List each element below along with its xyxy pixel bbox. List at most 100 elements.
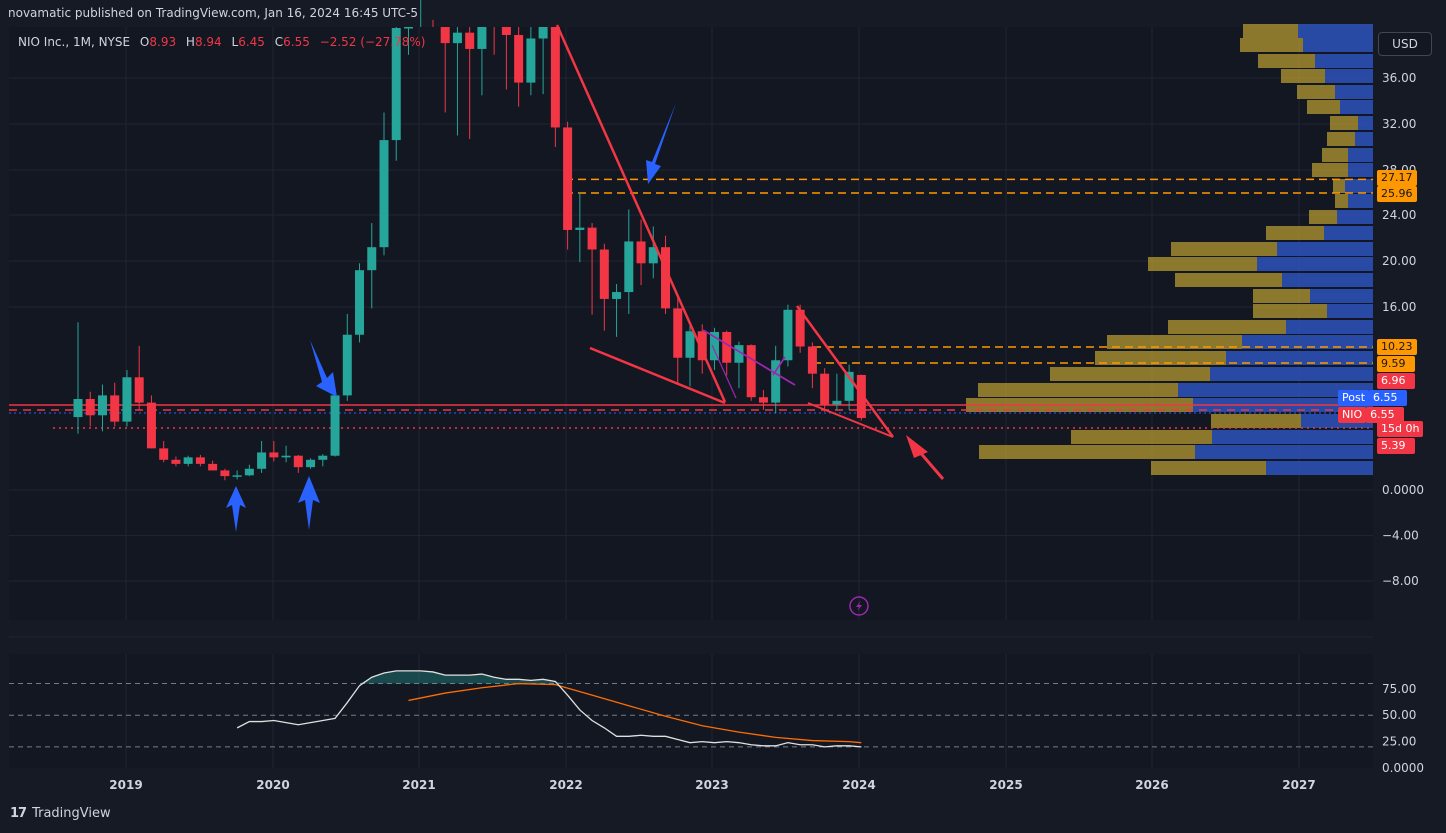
candle-body [318, 455, 328, 460]
volume-profile-up-bar [1307, 100, 1340, 114]
candle-body [342, 334, 352, 396]
second-wedge-lower [807, 402, 894, 438]
candle-body [771, 360, 781, 403]
rsi-ma-line [408, 682, 862, 744]
volume-profile-down-bar [1298, 24, 1373, 38]
time-axis-label: 2027 [1282, 778, 1315, 792]
candle-body [465, 32, 475, 49]
candle-body [612, 292, 622, 299]
candle-body [722, 331, 732, 363]
volume-profile-up-bar [1330, 116, 1358, 130]
symbol-title: NIO Inc., 1M, NYSE [18, 35, 131, 49]
volume-profile-down-bar [1266, 461, 1373, 475]
volume-profile-down-bar [1345, 179, 1373, 193]
low-key: L [231, 35, 239, 49]
high-key: H [185, 35, 195, 49]
candle-body [807, 346, 817, 374]
candle-body [501, 27, 511, 35]
candle-body [195, 457, 205, 464]
volume-profile-down-bar [1335, 85, 1373, 99]
volume-profile [966, 24, 1373, 475]
candle-body [391, 28, 401, 141]
time-axis-label: 2020 [256, 778, 289, 792]
red-arrow-icon [906, 435, 945, 480]
price-axis-label: 24.00 [1382, 208, 1416, 222]
oscillator-pane[interactable] [9, 654, 1373, 768]
time-axis-label: 2023 [695, 778, 728, 792]
blue-arrow-up-icon [298, 476, 320, 530]
volume-profile-up-bar [978, 383, 1178, 397]
time-axis-label: 2025 [989, 778, 1022, 792]
candle-body [440, 27, 450, 44]
purple-line-a [702, 329, 796, 386]
candle-body [575, 227, 585, 230]
footer-brand[interactable]: 17 TradingView [10, 806, 111, 821]
candle-body [171, 459, 181, 464]
grid-lines [9, 27, 1373, 768]
price-axis-label: 0.0000 [1382, 483, 1424, 497]
lightning-icon [849, 596, 869, 616]
rsi-overbought-fill [237, 670, 862, 684]
symbol-legend: NIO Inc., 1M, NYSE O8.93 H8.94 L6.45 C6.… [18, 35, 425, 49]
candle-body [856, 374, 866, 418]
volume-profile-up-bar [1297, 85, 1335, 99]
candle-body [452, 32, 462, 44]
oscillator-axis-label: 25.00 [1382, 735, 1416, 749]
price-tag-value: 6.96 [1377, 373, 1415, 389]
close-value: 6.55 [283, 35, 310, 49]
candle-body [526, 38, 536, 83]
volume-profile-up-bar [1266, 226, 1324, 240]
price-tag-value: 27.17 [1377, 170, 1417, 186]
volume-profile-up-bar [1148, 257, 1257, 271]
time-axis-label: 2022 [549, 778, 582, 792]
volume-profile-up-bar [1095, 351, 1226, 365]
price-axis-tag: 15d 0h [1377, 421, 1424, 437]
price-tag-value: 6.55 [1369, 390, 1408, 406]
candles [73, 0, 866, 481]
volume-profile-up-bar [1168, 320, 1286, 334]
volume-profile-up-bar [1333, 179, 1345, 193]
blue-arrow-up-icon [226, 486, 246, 532]
price-tag-value: 9.59 [1377, 356, 1415, 372]
volume-profile-down-bar [1348, 163, 1373, 177]
candle-body [734, 345, 744, 363]
time-axis-label: 2021 [402, 778, 435, 792]
volume-profile-up-bar [1240, 38, 1303, 52]
candle-body [220, 470, 230, 477]
publisher-line: novamatic published on TradingView.com, … [8, 6, 419, 20]
candle-body [122, 377, 132, 422]
price-axis-tag: 27.17 [1377, 170, 1417, 186]
price-axis-tag: 10.23 [1377, 339, 1417, 355]
currency-button[interactable]: USD [1378, 32, 1432, 56]
volume-profile-down-bar [1348, 194, 1373, 208]
change-value: −2.52 (−27.78%) [319, 35, 426, 49]
brand-name: TradingView [32, 806, 111, 821]
price-tag-value: 6.55 [1366, 407, 1405, 423]
oscillator-axis-label: 0.0000 [1382, 761, 1424, 775]
volume-profile-down-bar [1277, 242, 1373, 256]
volume-profile-up-bar [1175, 273, 1282, 287]
volume-profile-down-bar [1210, 367, 1373, 381]
volume-profile-up-bar [1309, 210, 1337, 224]
candle-body [97, 395, 107, 416]
candle-body [795, 309, 805, 347]
candle-body [367, 247, 377, 271]
price-axis-tag: Post 6.55 [1338, 390, 1408, 406]
volume-profile-up-bar [979, 445, 1195, 459]
candle-body [832, 400, 842, 405]
blue-arrow-down-icon [646, 103, 676, 184]
volume-profile-up-bar [1312, 163, 1348, 177]
price-tag-value: 10.23 [1377, 339, 1417, 355]
second-wedge-upper [795, 305, 895, 438]
axes: 36.0032.0028.0024.0020.0016.000.0000−4.0… [109, 71, 1424, 792]
volume-profile-up-bar [1258, 54, 1315, 68]
time-axis-label: 2024 [842, 778, 875, 792]
wedge-lower-trendline [589, 346, 726, 405]
open-key: O [139, 35, 150, 49]
candle-body [85, 399, 95, 416]
rsi-line [236, 670, 862, 748]
candle-body [134, 377, 144, 403]
volume-profile-down-bar [1310, 289, 1373, 303]
candle-body [281, 455, 291, 458]
